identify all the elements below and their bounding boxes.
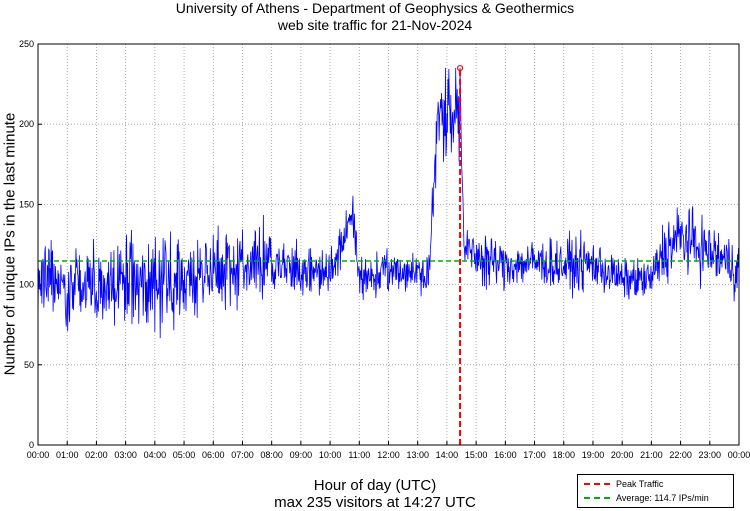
y-tick-label: 100 [19,280,34,290]
x-axis-label: Hour of day (UTC) [313,477,437,494]
x-tick-label: 00:00 [27,450,50,460]
y-tick-label: 150 [19,199,34,209]
legend-item-peak: Peak Traffic [584,478,663,490]
x-tick-label: 17:00 [523,450,546,460]
x-tick-label: 19:00 [582,450,605,460]
legend-swatch-average [584,497,610,499]
y-tick-label: 0 [29,440,34,450]
x-tick-label: 10:00 [319,450,342,460]
legend-label-peak: Peak Traffic [616,479,664,489]
legend-item-average: Average: 114.7 IPs/min [584,492,709,504]
y-tick-label: 200 [19,119,34,129]
x-tick-label: 20:00 [611,450,634,460]
peak-marker [456,64,464,72]
legend-swatch-peak [584,483,610,485]
plot-frame [37,43,740,446]
x-tick-label: 18:00 [552,450,575,460]
y-tick-label: 250 [19,39,34,49]
chart-subtitle: max 235 visitors at 14:27 UTC [274,494,476,511]
chart-title-line2: web site traffic for 21-Nov-2024 [277,17,473,33]
x-tick-label: 01:00 [56,450,79,460]
chart-title-line1: University of Athens - Department of Geo… [175,0,575,16]
x-tick-label: 06:00 [202,450,225,460]
x-tick-label: 12:00 [377,450,400,460]
x-tick-label: 11:00 [348,450,370,460]
x-tick-label: 23:00 [699,450,722,460]
x-tick-label: 00:00 [728,450,750,460]
x-tick-label: 22:00 [669,450,692,460]
x-tick-label: 14:00 [436,450,459,460]
x-tick-label: 03:00 [114,450,137,460]
x-tick-label: 13:00 [406,450,429,460]
x-tick-label: 05:00 [173,450,196,460]
x-tick-label: 21:00 [640,450,663,460]
x-tick-label: 16:00 [494,450,517,460]
x-tick-label: 08:00 [260,450,283,460]
x-tick-label: 02:00 [85,450,108,460]
y-tick-label: 50 [24,360,34,370]
x-tick-label: 09:00 [290,450,313,460]
x-tick-label: 15:00 [465,450,488,460]
x-tick-label: 04:00 [144,450,167,460]
traffic-series-line [37,68,739,339]
legend-label-average: Average: 114.7 IPs/min [616,493,709,503]
x-tick-label: 07:00 [231,450,254,460]
legend: Peak Traffic Average: 114.7 IPs/min [577,474,734,508]
